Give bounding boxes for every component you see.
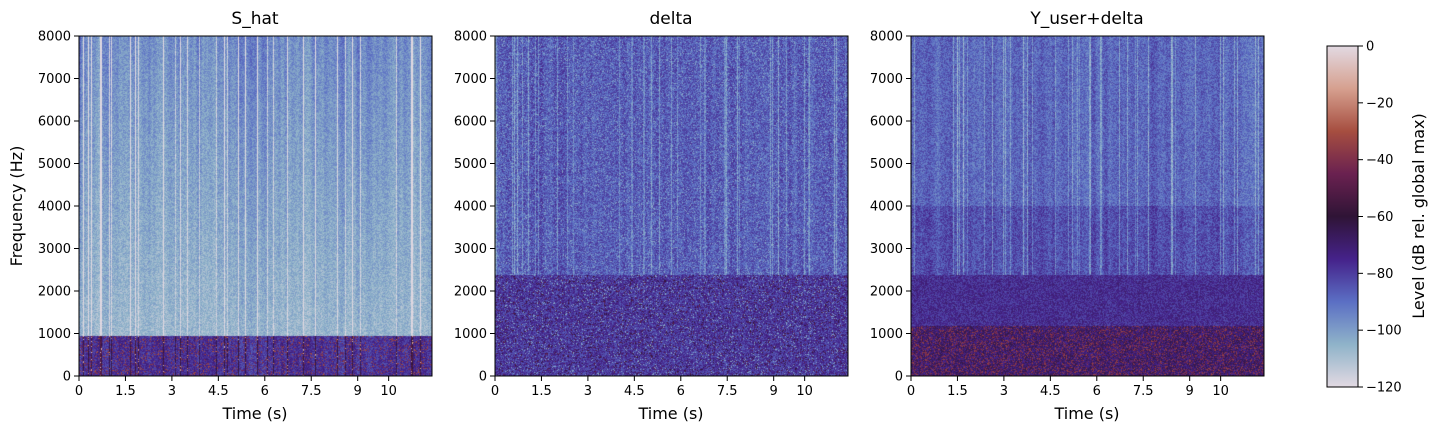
colorbar-tick-label: −20 (1366, 96, 1393, 111)
panel-delta: delta 0 1.5 3 4.5 6 7.5 9 10 0 1000 2000 3000 4000 5… (454, 9, 849, 423)
y-tick-label: 5000 (38, 157, 71, 172)
spectrogram-plot-area (79, 36, 432, 376)
x-tick-label: 10 (796, 384, 813, 399)
panel-title: S_hat (231, 9, 278, 29)
x-tick-label: 1.5 (531, 384, 552, 399)
panel-s-hat: S_hat 0 1.5 3 4.5 6 7.5 9 10 0 1000 2000 3000 4000 5… (7, 9, 433, 423)
x-axis-ticks: 0 1.5 3 4.5 6 7.5 9 10 (491, 376, 813, 399)
x-tick-label: 3 (1000, 384, 1008, 399)
y-tick-label: 4000 (454, 200, 487, 215)
y-tick-label: 3000 (38, 242, 71, 257)
x-tick-label: 9 (354, 384, 362, 399)
y-tick-label: 8000 (38, 30, 71, 45)
y-tick-label: 2000 (38, 285, 71, 300)
x-tick-label: 4.5 (1040, 384, 1061, 399)
spectrogram-image (79, 36, 432, 376)
panel-title: Y_user+delta (1029, 9, 1143, 29)
y-tick-label: 7000 (38, 72, 71, 87)
colorbar-ticks: 0 −20 −40 −60 −80 −100 −120 (1358, 40, 1402, 396)
y-tick-label: 0 (63, 370, 71, 385)
x-tick-label: 10 (1212, 384, 1229, 399)
x-tick-label: 0 (907, 384, 915, 399)
x-tick-label: 6 (1093, 384, 1101, 399)
y-tick-label: 4000 (870, 200, 903, 215)
x-axis-label: Time (s) (1053, 404, 1119, 423)
x-tick-label: 0 (491, 384, 499, 399)
y-axis-ticks: 0 1000 2000 3000 4000 5000 6000 7000 8000 (454, 30, 495, 385)
colorbar-tick-label: 0 (1366, 40, 1374, 55)
panel-y-user-delta: Y_user+delta 0 1.5 3 4.5 6 7.5 9 10 0 1000 2000 30… (870, 9, 1265, 423)
y-axis-ticks: 0 1000 2000 3000 4000 5000 6000 7000 8000 (870, 30, 911, 385)
y-tick-label: 3000 (870, 242, 903, 257)
y-tick-label: 8000 (454, 30, 487, 45)
y-tick-label: 6000 (38, 115, 71, 130)
x-tick-label: 4.5 (208, 384, 229, 399)
y-tick-label: 0 (895, 370, 903, 385)
y-tick-label: 6000 (870, 115, 903, 130)
x-tick-label: 1.5 (115, 384, 136, 399)
x-tick-label: 1.5 (947, 384, 968, 399)
y-tick-label: 5000 (454, 157, 487, 172)
y-tick-label: 5000 (870, 157, 903, 172)
x-tick-label: 10 (380, 384, 397, 399)
colorbar-tick-label: −100 (1366, 324, 1402, 339)
colorbar-label: Level (dB rel. global max) (1409, 113, 1428, 318)
colorbar: 0 −20 −40 −60 −80 −100 −120 Level (dB rel. glo… (1326, 40, 1428, 396)
colorbar-tick-label: −80 (1366, 267, 1393, 282)
x-tick-label: 3 (168, 384, 176, 399)
x-tick-label: 9 (1186, 384, 1194, 399)
x-tick-label: 7.5 (301, 384, 322, 399)
x-tick-label: 7.5 (1133, 384, 1154, 399)
y-tick-label: 8000 (870, 30, 903, 45)
colorbar-tick-label: −60 (1366, 210, 1393, 225)
x-tick-label: 6 (677, 384, 685, 399)
x-tick-label: 0 (75, 384, 83, 399)
x-axis-ticks: 0 1.5 3 4.5 6 7.5 9 10 (75, 376, 397, 399)
x-axis-label: Time (s) (637, 404, 703, 423)
x-tick-label: 4.5 (624, 384, 645, 399)
y-tick-label: 3000 (454, 242, 487, 257)
y-tick-label: 7000 (454, 72, 487, 87)
x-axis-label: Time (s) (221, 404, 287, 423)
spectrogram-image (911, 36, 1264, 376)
x-tick-label: 6 (261, 384, 269, 399)
colorbar-tick-label: −40 (1366, 153, 1393, 168)
y-axis-ticks: 0 1000 2000 3000 4000 5000 6000 7000 8000 (38, 30, 79, 385)
y-tick-label: 7000 (870, 72, 903, 87)
y-tick-label: 6000 (454, 115, 487, 130)
x-tick-label: 7.5 (717, 384, 738, 399)
y-tick-label: 0 (479, 370, 487, 385)
y-tick-label: 2000 (870, 285, 903, 300)
colorbar-tick-label: −120 (1366, 381, 1402, 396)
y-axis-label: Frequency (Hz) (7, 146, 26, 267)
spectrogram-plot-area (495, 36, 848, 376)
y-tick-label: 1000 (38, 327, 71, 342)
x-tick-label: 3 (584, 384, 592, 399)
y-tick-label: 4000 (38, 200, 71, 215)
x-tick-label: 9 (770, 384, 778, 399)
panel-title: delta (649, 9, 692, 29)
y-tick-label: 2000 (454, 285, 487, 300)
spectrogram-plot-area (911, 36, 1264, 376)
colorbar-gradient (1326, 45, 1359, 388)
spectrogram-image (495, 36, 848, 376)
x-axis-ticks: 0 1.5 3 4.5 6 7.5 9 10 (907, 376, 1229, 399)
y-tick-label: 1000 (454, 327, 487, 342)
y-tick-label: 1000 (870, 327, 903, 342)
